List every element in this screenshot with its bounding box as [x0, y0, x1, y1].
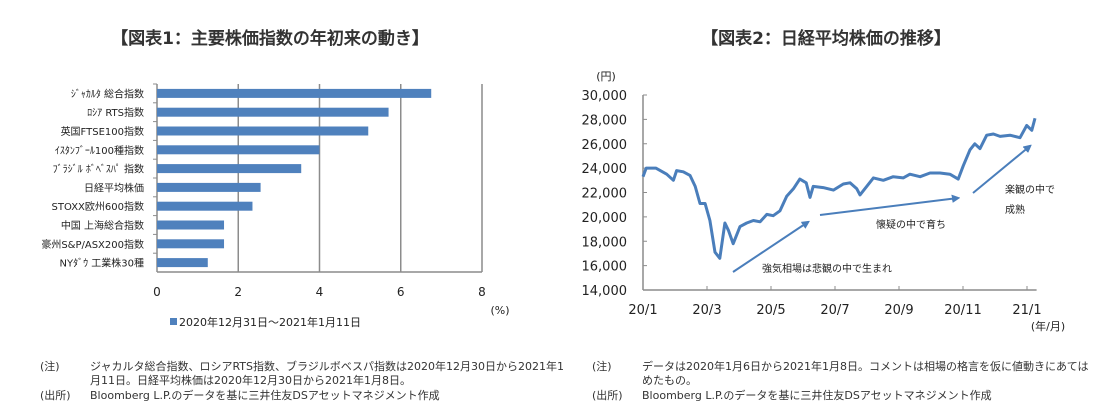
- chart1-title: 【図表1：主要株価指数の年初来の動き】: [111, 29, 429, 49]
- bar: [157, 126, 369, 136]
- y-tick-label: 28,000: [582, 113, 628, 128]
- category-label: 日経平均株価: [84, 181, 144, 194]
- bar: [157, 201, 253, 211]
- x-tick-label: 21/1: [1012, 303, 1041, 318]
- bar: [157, 182, 261, 192]
- y-tick-label: 18,000: [582, 235, 628, 250]
- annotation-skepticism: 懐疑の中で育ち: [876, 218, 946, 231]
- category-label: ﾛｼｱ RTS指数: [87, 106, 144, 119]
- left-notes: (注) ジャカルタ総合指数、ロシアRTS指数、ブラジルボベスパ指数は2020年1…: [40, 360, 564, 410]
- x-tick-label: 20/5: [756, 303, 785, 318]
- source-text: Bloomberg L.P.のデータを基に三井住友DSアセットマネジメント作成: [642, 389, 992, 402]
- x-tick-label: 6: [397, 285, 405, 299]
- category-label: ﾌﾞﾗｼﾞﾙ ﾎﾞﾍﾞｽﾊﾟ 指数: [53, 163, 144, 176]
- x-tick-label: 20/7: [820, 303, 849, 318]
- trend-arrow: [972, 146, 1030, 194]
- note-text: データは2020年1月6日から2021年1月8日。コメントは相場の格言を仮に値動…: [642, 360, 1089, 387]
- x-tick-label: 20/1: [628, 303, 657, 318]
- source-label: (出所): [40, 389, 71, 402]
- line-chart: 14,000 16,000 18,000 20,000 22,000 24,000 26,0…: [582, 70, 1066, 333]
- bar: [157, 164, 302, 174]
- category-label: NYﾀﾞｳ 工業株30種: [60, 257, 145, 270]
- category-label: ｼﾞｬｶﾙﾀ 総合指数: [71, 87, 144, 100]
- chart2-title: 【図表2：日経平均株価の推移】: [701, 29, 951, 49]
- category-label: 豪州S&P/ASX200指数: [41, 238, 144, 251]
- bar: [157, 88, 432, 98]
- y-axis-unit: (円): [596, 70, 616, 83]
- legend-swatch: [170, 318, 177, 325]
- annotation-optimism: 楽観の中で: [1005, 183, 1055, 196]
- bar: [157, 107, 389, 117]
- y-tick-label: 14,000: [582, 284, 628, 299]
- note-label: (注): [592, 360, 612, 373]
- x-axis-unit: (年/月): [1031, 319, 1065, 333]
- x-tick-label: 4: [316, 285, 324, 299]
- trend-arrow: [732, 222, 808, 273]
- x-tick-label: 2: [234, 285, 242, 299]
- x-tick-label: 20/9: [884, 303, 913, 318]
- annotation-pessimism: 強気相場は悲観の中で生まれ: [762, 262, 892, 275]
- x-tick-label: 20/3: [692, 303, 721, 318]
- y-tick-label: 26,000: [582, 138, 628, 153]
- note-text: ジャカルタ総合指数、ロシアRTS指数、ブラジルボベスパ指数は2020年12月30…: [90, 360, 564, 387]
- bar: [157, 145, 320, 155]
- x-axis-unit: (%): [490, 304, 509, 317]
- legend-label: 2020年12月31日～2021年1月11日: [179, 315, 361, 329]
- category-label: 英国FTSE100指数: [61, 125, 144, 138]
- y-tick-label: 24,000: [582, 162, 628, 177]
- nikkei-line: [641, 117, 1037, 260]
- x-tick-label: 0: [153, 285, 161, 299]
- category-label: STOXX欧州600指数: [52, 200, 144, 213]
- y-tick-label: 20,000: [582, 211, 628, 226]
- x-tick-label: 20/11: [944, 303, 981, 318]
- source-label: (出所): [592, 389, 623, 402]
- x-tick-label: 8: [478, 285, 486, 299]
- trend-arrow: [819, 198, 958, 216]
- bar: [157, 258, 208, 268]
- bar: [157, 220, 225, 230]
- category-label: 中国 上海総合指数: [61, 219, 144, 232]
- right-notes: (注) データは2020年1月6日から2021年1月8日。コメントは相場の格言を…: [592, 360, 1102, 410]
- source-text: Bloomberg L.P.のデータを基に三井住友DSアセットマネジメント作成: [90, 389, 440, 402]
- annotation-maturity: 成熟: [1005, 203, 1025, 216]
- y-tick-label: 30,000: [582, 89, 628, 104]
- y-tick-label: 22,000: [582, 187, 628, 202]
- y-tick-label: 16,000: [582, 260, 628, 275]
- category-label: ｲｽﾀﾝﾌﾞｰﾙ100種指数: [55, 144, 144, 157]
- note-label: (注): [40, 360, 60, 373]
- bar: [157, 239, 225, 249]
